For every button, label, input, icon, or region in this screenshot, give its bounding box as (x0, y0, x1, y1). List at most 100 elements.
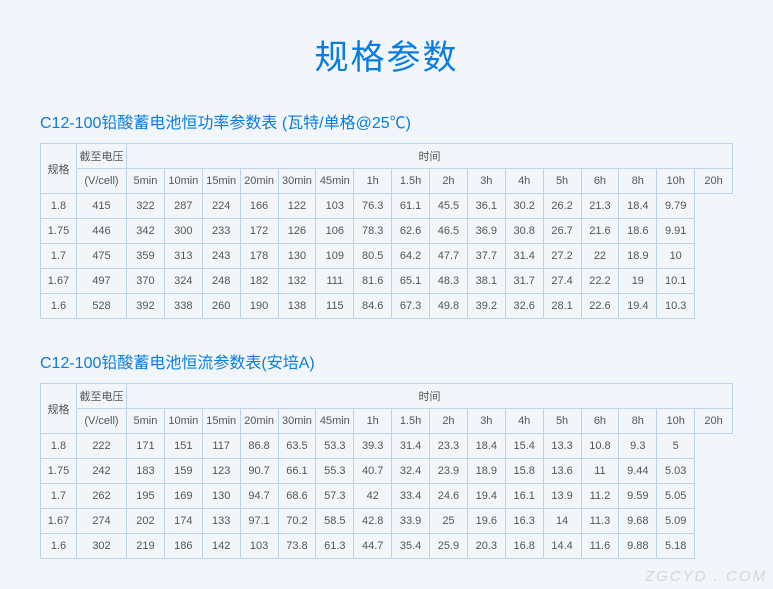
data-cell: 39.3 (354, 434, 392, 459)
data-cell: 171 (127, 434, 165, 459)
data-cell: 338 (164, 294, 202, 319)
row-group-label: 规格 (41, 384, 77, 434)
data-cell: 260 (202, 294, 240, 319)
data-cell: 39.2 (467, 294, 505, 319)
volt-cell: 1.7 (41, 244, 77, 269)
time-header: 时间 (127, 144, 733, 169)
data-cell: 48.3 (430, 269, 468, 294)
data-cell: 11.3 (581, 509, 619, 534)
data-cell: 222 (77, 434, 127, 459)
data-cell: 20.3 (467, 534, 505, 559)
data-cell: 64.2 (392, 244, 430, 269)
data-cell: 61.1 (392, 194, 430, 219)
col-header: 1.5h (392, 409, 430, 434)
data-cell: 182 (240, 269, 278, 294)
table2: 规格 截至电压 时间 (V/cell) 5min 10min 15min 20m… (40, 383, 733, 559)
data-cell: 30.2 (505, 194, 543, 219)
data-cell: 37.7 (467, 244, 505, 269)
col-header: 3h (467, 169, 505, 194)
data-cell: 14.4 (543, 534, 581, 559)
data-cell: 31.7 (505, 269, 543, 294)
data-cell: 67.3 (392, 294, 430, 319)
data-cell: 26.7 (543, 219, 581, 244)
data-cell: 324 (164, 269, 202, 294)
table1: 规格 截至电压 时间 (V/cell) 5min 10min 15min 20m… (40, 143, 733, 319)
data-cell: 24.6 (430, 484, 468, 509)
data-cell: 18.6 (619, 219, 657, 244)
data-cell: 475 (77, 244, 127, 269)
data-cell: 49.8 (430, 294, 468, 319)
data-cell: 70.2 (278, 509, 316, 534)
volt-cell: 1.6 (41, 294, 77, 319)
col-header: 4h (505, 409, 543, 434)
table-row: 1.747535931324317813010980.564.247.737.7… (41, 244, 733, 269)
data-cell: 151 (164, 434, 202, 459)
data-cell: 19.4 (619, 294, 657, 319)
data-cell: 248 (202, 269, 240, 294)
data-cell: 10.3 (657, 294, 695, 319)
data-cell: 78.3 (354, 219, 392, 244)
table-row: (V/cell) 5min 10min 15min 20min 30min 45… (41, 169, 733, 194)
col-header: 15min (202, 409, 240, 434)
table-row: 1.841532228722416612210376.361.145.536.1… (41, 194, 733, 219)
data-cell: 142 (202, 534, 240, 559)
data-cell: 11 (581, 459, 619, 484)
data-cell: 415 (77, 194, 127, 219)
data-cell: 27.4 (543, 269, 581, 294)
data-cell: 84.6 (354, 294, 392, 319)
col-header: 5min (127, 169, 165, 194)
col-header: 20h (695, 169, 733, 194)
data-cell: 274 (77, 509, 127, 534)
data-cell: 33.4 (392, 484, 430, 509)
table-row: 1.7524218315912390.766.155.340.732.423.9… (41, 459, 733, 484)
data-cell: 25.9 (430, 534, 468, 559)
data-cell: 66.1 (278, 459, 316, 484)
data-cell: 28.1 (543, 294, 581, 319)
data-cell: 21.6 (581, 219, 619, 244)
data-cell: 57.3 (316, 484, 354, 509)
table-row: (V/cell) 5min 10min 15min 20min 30min 45… (41, 409, 733, 434)
data-cell: 30.8 (505, 219, 543, 244)
col-header: 1h (354, 169, 392, 194)
data-cell: 46.5 (430, 219, 468, 244)
data-cell: 9.3 (619, 434, 657, 459)
data-cell: 16.1 (505, 484, 543, 509)
col-header: 15min (202, 169, 240, 194)
data-cell: 76.3 (354, 194, 392, 219)
data-cell: 132 (278, 269, 316, 294)
data-cell: 31.4 (392, 434, 430, 459)
data-cell: 53.3 (316, 434, 354, 459)
data-cell: 5.09 (657, 509, 695, 534)
data-cell: 32.6 (505, 294, 543, 319)
data-cell: 90.7 (240, 459, 278, 484)
data-cell: 10 (657, 244, 695, 269)
col-header: 20h (695, 409, 733, 434)
data-cell: 9.88 (619, 534, 657, 559)
col-header: 10min (164, 169, 202, 194)
data-cell: 42 (354, 484, 392, 509)
col-header: 10h (657, 409, 695, 434)
data-cell: 370 (127, 269, 165, 294)
data-cell: 63.5 (278, 434, 316, 459)
col-header: 3h (467, 409, 505, 434)
data-cell: 224 (202, 194, 240, 219)
col-header: 5min (127, 409, 165, 434)
col-header: 20min (240, 409, 278, 434)
data-cell: 166 (240, 194, 278, 219)
data-cell: 45.5 (430, 194, 468, 219)
data-cell: 36.1 (467, 194, 505, 219)
table-row: 1.652839233826019013811584.667.349.839.2… (41, 294, 733, 319)
data-cell: 106 (316, 219, 354, 244)
col-header: 4h (505, 169, 543, 194)
table-row: 1.726219516913094.768.657.34233.424.619.… (41, 484, 733, 509)
data-cell: 18.4 (467, 434, 505, 459)
data-cell: 16.3 (505, 509, 543, 534)
data-cell: 103 (240, 534, 278, 559)
data-cell: 18.9 (467, 459, 505, 484)
data-cell: 35.4 (392, 534, 430, 559)
data-cell: 55.3 (316, 459, 354, 484)
data-cell: 202 (127, 509, 165, 534)
data-cell: 190 (240, 294, 278, 319)
data-cell: 117 (202, 434, 240, 459)
data-cell: 33.9 (392, 509, 430, 534)
